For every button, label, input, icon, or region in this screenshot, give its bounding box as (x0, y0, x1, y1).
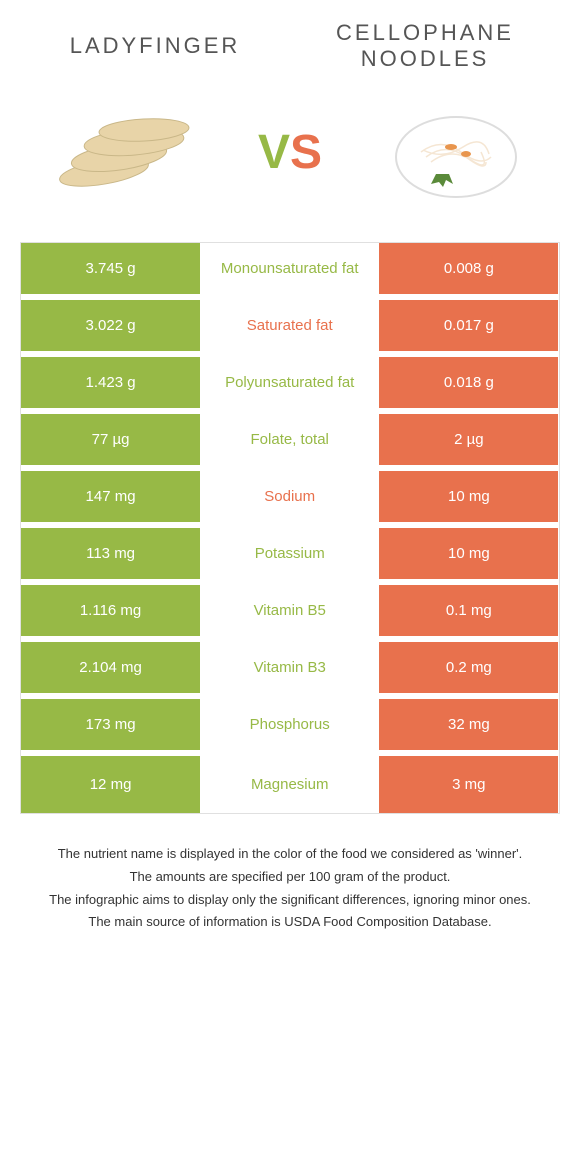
nutrient-label: Potassium (200, 528, 379, 579)
table-row: 3.022 gSaturated fat0.017 g (21, 300, 559, 357)
ladyfinger-image (49, 92, 199, 212)
right-value: 32 mg (379, 699, 558, 750)
table-row: 3.745 gMonounsaturated fat0.008 g (21, 243, 559, 300)
left-value: 113 mg (21, 528, 200, 579)
footer-notes: The nutrient name is displayed in the co… (20, 844, 560, 933)
table-row: 113 mgPotassium10 mg (21, 528, 559, 585)
right-value: 10 mg (379, 528, 558, 579)
vs-v-letter: V (258, 126, 290, 179)
nutrient-label: Vitamin B3 (200, 642, 379, 693)
footer-line-4: The main source of information is USDA F… (40, 912, 540, 933)
noodles-image (381, 92, 531, 212)
right-value: 10 mg (379, 471, 558, 522)
table-row: 1.423 gPolyunsaturated fat0.018 g (21, 357, 559, 414)
nutrient-label: Vitamin B5 (200, 585, 379, 636)
vs-s-letter: S (290, 126, 322, 179)
vs-label: VS (258, 125, 322, 180)
left-value: 3.745 g (21, 243, 200, 294)
header-row: LADYFINGER CELLOPHANE NOODLES (20, 20, 560, 72)
left-value: 1.423 g (21, 357, 200, 408)
left-value: 77 µg (21, 414, 200, 465)
left-value: 2.104 mg (21, 642, 200, 693)
nutrient-label: Folate, total (200, 414, 379, 465)
table-row: 173 mgPhosphorus32 mg (21, 699, 559, 756)
right-value: 2 µg (379, 414, 558, 465)
right-food-title: CELLOPHANE NOODLES (290, 20, 560, 72)
nutrient-label: Magnesium (200, 756, 379, 813)
table-row: 1.116 mgVitamin B50.1 mg (21, 585, 559, 642)
left-value: 12 mg (21, 756, 200, 813)
nutrient-label: Monounsaturated fat (200, 243, 379, 294)
images-row: VS (20, 92, 560, 212)
footer-line-3: The infographic aims to display only the… (40, 890, 540, 911)
footer-line-1: The nutrient name is displayed in the co… (40, 844, 540, 865)
right-value: 3 mg (379, 756, 558, 813)
nutrient-label: Phosphorus (200, 699, 379, 750)
table-row: 147 mgSodium10 mg (21, 471, 559, 528)
footer-line-2: The amounts are specified per 100 gram o… (40, 867, 540, 888)
nutrient-label: Polyunsaturated fat (200, 357, 379, 408)
right-value: 0.017 g (379, 300, 558, 351)
table-row: 77 µgFolate, total2 µg (21, 414, 559, 471)
right-value: 0.2 mg (379, 642, 558, 693)
right-value: 0.008 g (379, 243, 558, 294)
left-food-title: LADYFINGER (20, 33, 290, 59)
table-row: 12 mgMagnesium3 mg (21, 756, 559, 813)
left-value: 147 mg (21, 471, 200, 522)
left-value: 173 mg (21, 699, 200, 750)
right-value: 0.1 mg (379, 585, 558, 636)
nutrient-label: Saturated fat (200, 300, 379, 351)
comparison-table: 3.745 gMonounsaturated fat0.008 g3.022 g… (20, 242, 560, 814)
left-value: 3.022 g (21, 300, 200, 351)
right-value: 0.018 g (379, 357, 558, 408)
table-row: 2.104 mgVitamin B30.2 mg (21, 642, 559, 699)
left-value: 1.116 mg (21, 585, 200, 636)
nutrient-label: Sodium (200, 471, 379, 522)
